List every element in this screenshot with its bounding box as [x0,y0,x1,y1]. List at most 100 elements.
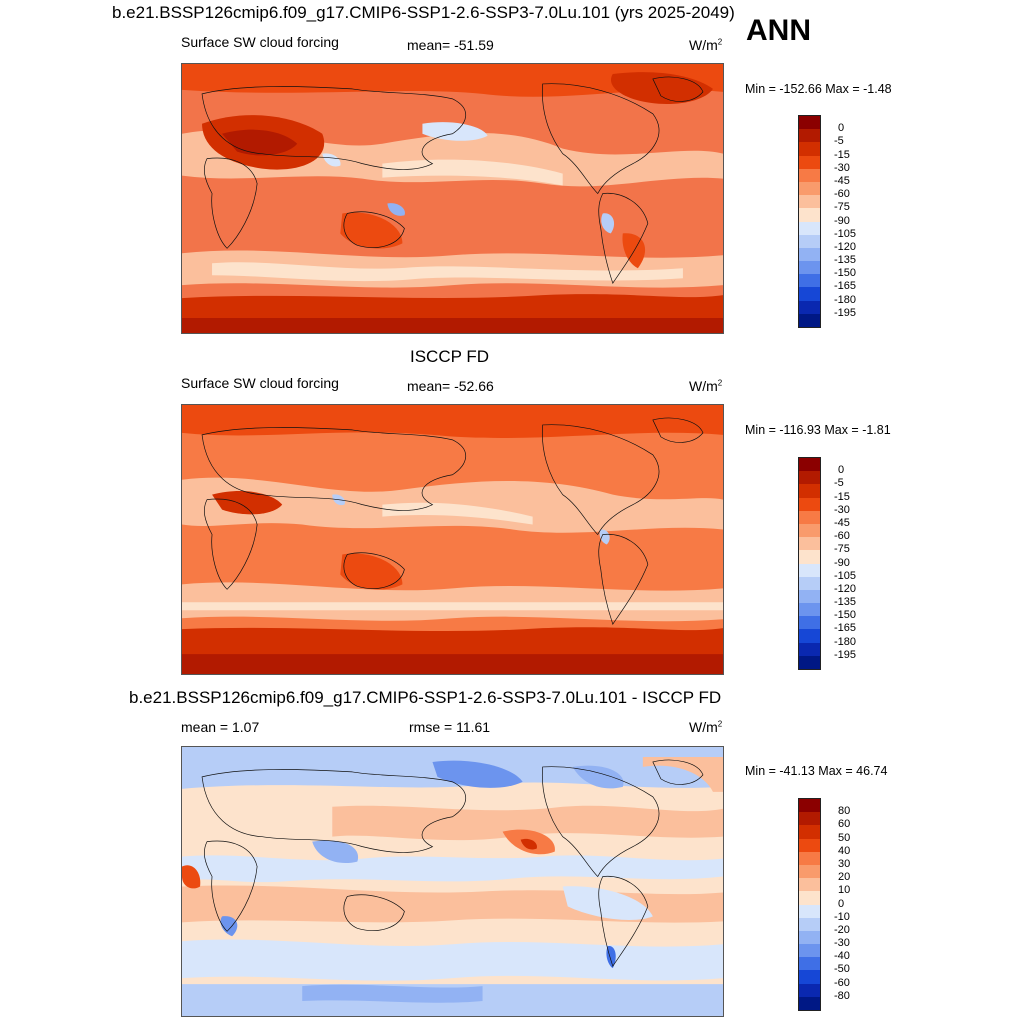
panel2-units: W/m2 [689,378,723,394]
colorbar-tick-label: -150 [834,609,857,622]
colorbar-tick-label: -15 [834,490,850,503]
colorbar-tick-label: -90 [834,214,850,227]
panel2-variable: Surface SW cloud forcing [181,375,339,391]
panel1-minmax: Min = -152.66 Max = -1.48 [745,82,892,96]
colorbar-swatch [799,129,820,143]
panel3-units: W/m2 [689,719,723,735]
panel2-map [181,404,724,675]
panel3-colorbar [798,798,821,1011]
colorbar-swatch [799,812,820,826]
panel2-minmax: Min = -116.93 Max = -1.81 [745,423,891,437]
colorbar-tick-label: -75 [834,201,850,214]
colorbar-swatch [799,116,820,130]
colorbar-tick-label: 60 [838,818,851,831]
colorbar-swatch [799,576,820,590]
colorbar-swatch [799,917,820,931]
colorbar-tick-label: -10 [834,910,850,923]
colorbar-swatch [799,550,820,564]
colorbar-tick-label: -165 [834,622,857,635]
colorbar-swatch [799,825,820,839]
colorbar-tick-label: -165 [834,280,857,293]
panel2-colorbar [798,457,821,670]
colorbar-tick-label: 10 [838,884,851,897]
colorbar-swatch [799,563,820,577]
colorbar-tick-label: 50 [838,831,851,844]
colorbar-tick-label: -135 [834,596,857,609]
colorbar-swatch [799,655,820,669]
colorbar-tick-label: -50 [834,963,850,976]
colorbar-swatch [799,510,820,524]
colorbar-tick-label: -195 [834,648,857,661]
colorbar-swatch [799,458,820,472]
colorbar-swatch [799,247,820,262]
colorbar-swatch [799,523,820,538]
colorbar-swatch [799,195,820,209]
panel1-variable: Surface SW cloud forcing [181,34,339,50]
colorbar-tick-label: -20 [834,923,850,936]
colorbar-swatch [799,616,820,630]
panel3-minmax: Min = -41.13 Max = 46.74 [745,764,888,778]
colorbar-swatch [799,142,820,156]
colorbar-tick-label: -30 [834,161,850,174]
colorbar-swatch [799,537,820,551]
colorbar-swatch [799,221,820,235]
colorbar-swatch [799,930,820,945]
colorbar-tick-label: 80 [838,805,851,818]
panel1-colorbar [798,115,821,328]
colorbar-swatch [799,471,820,485]
panel3-mean: mean = 1.07 [181,719,260,735]
colorbar-swatch [799,944,820,958]
colorbar-tick-label: 20 [838,871,851,884]
colorbar-swatch [799,904,820,918]
panel3-map [181,746,724,1017]
colorbar-tick-label: -5 [834,135,844,148]
colorbar-tick-label: -180 [834,635,857,648]
colorbar-tick-label: -5 [834,477,844,490]
colorbar-swatch [799,983,820,997]
panel1-mean: mean= -51.59 [407,37,494,53]
colorbar-swatch [799,799,820,813]
panel1-title: b.e21.BSSP126cmip6.f09_g17.CMIP6-SSP1-2.… [112,3,735,22]
colorbar-swatch [799,234,820,248]
colorbar-swatch [799,155,820,169]
panel2-title: ISCCP FD [410,347,490,366]
colorbar-tick-label: 40 [838,844,851,857]
colorbar-swatch [799,300,820,314]
colorbar-swatch [799,589,820,604]
panel1-map [181,63,724,334]
colorbar-tick-label: -195 [834,306,857,319]
colorbar-swatch [799,181,820,196]
colorbar-swatch [799,497,820,511]
colorbar-tick-label: 30 [838,857,851,870]
colorbar-swatch [799,891,820,905]
colorbar-swatch [799,864,820,879]
colorbar-tick-label: -120 [834,582,857,595]
colorbar-swatch [799,313,820,327]
colorbar-swatch [799,996,820,1010]
colorbar-swatch [799,168,820,182]
colorbar-tick-label: 0 [838,122,845,135]
colorbar-tick-label: -180 [834,293,857,306]
colorbar-swatch [799,208,820,222]
colorbar-swatch [799,851,820,865]
colorbar-tick-label: -105 [834,569,857,582]
colorbar-tick-label: -60 [834,188,850,201]
colorbar-tick-label: -60 [834,976,850,989]
colorbar-swatch [799,287,820,301]
colorbar-tick-label: -45 [834,516,850,529]
panel2-mean: mean= -52.66 [407,378,494,394]
colorbar-tick-label: -75 [834,543,850,556]
colorbar-swatch [799,603,820,617]
colorbar-swatch [799,261,820,275]
colorbar-tick-label: -90 [834,556,850,569]
colorbar-tick-label: -80 [834,989,850,1002]
colorbar-tick-label: -30 [834,503,850,516]
colorbar-swatch [799,629,820,643]
season-label: ANN [746,14,811,47]
panel3-title: b.e21.BSSP126cmip6.f09_g17.CMIP6-SSP1-2.… [129,688,722,707]
panel1-units: W/m2 [689,37,723,53]
colorbar-tick-label: -60 [834,530,850,543]
colorbar-swatch [799,642,820,656]
colorbar-swatch [799,838,820,852]
colorbar-tick-label: -30 [834,937,850,950]
